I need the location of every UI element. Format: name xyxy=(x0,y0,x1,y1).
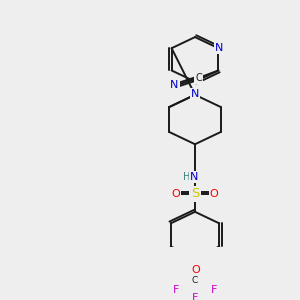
Text: N: N xyxy=(190,172,198,182)
Text: F: F xyxy=(192,293,198,300)
Text: O: O xyxy=(210,189,218,199)
Text: O: O xyxy=(192,265,200,275)
Text: F: F xyxy=(211,285,217,295)
Text: C: C xyxy=(192,276,198,285)
Text: N: N xyxy=(191,89,199,99)
Text: N: N xyxy=(215,43,224,53)
Text: H: H xyxy=(183,172,191,182)
Text: S: S xyxy=(191,187,199,200)
Text: N: N xyxy=(170,80,178,90)
Text: C: C xyxy=(195,73,202,83)
Text: O: O xyxy=(172,189,180,199)
Text: F: F xyxy=(173,285,179,295)
